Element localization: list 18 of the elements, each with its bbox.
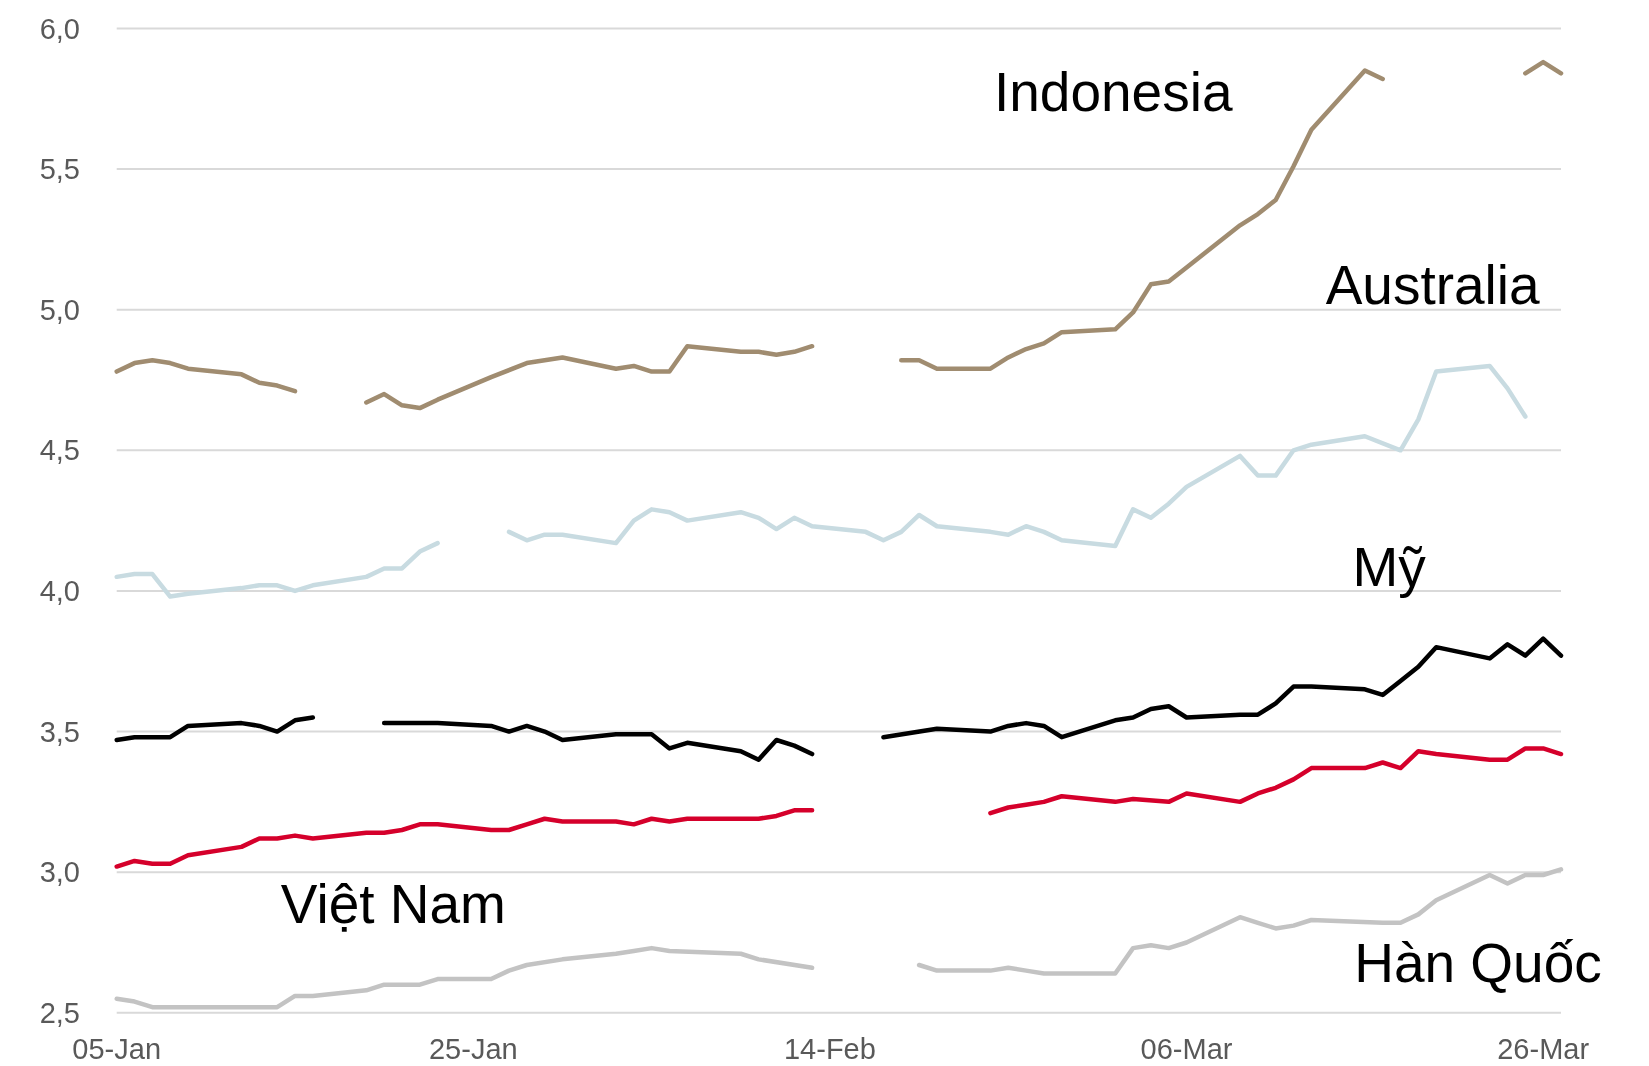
- y-tick-label: 2,5: [39, 996, 80, 1029]
- series-label: Mỹ: [1352, 535, 1427, 598]
- series-label: Hàn Quốc: [1354, 931, 1602, 994]
- series-label: Australia: [1325, 254, 1541, 317]
- series-label: Indonesia: [993, 61, 1233, 124]
- x-tick-label: 06-Mar: [1140, 1033, 1233, 1065]
- x-tick-label: 14-Feb: [783, 1033, 876, 1065]
- y-tick-label: 5,0: [39, 293, 80, 326]
- series-label: Việt Nam: [280, 872, 506, 935]
- x-tick-label: 05-Jan: [72, 1033, 162, 1065]
- y-tick-label: 5,5: [39, 153, 80, 186]
- y-tick-label: 3,5: [39, 715, 80, 748]
- x-tick-label: 26-Mar: [1497, 1033, 1590, 1065]
- y-tick-label: 4,0: [39, 575, 80, 608]
- x-tick-label: 25-Jan: [428, 1033, 518, 1065]
- y-tick-label: 4,5: [39, 434, 80, 467]
- y-tick-label: 3,0: [39, 856, 80, 889]
- y-tick-label: 6,0: [39, 12, 80, 45]
